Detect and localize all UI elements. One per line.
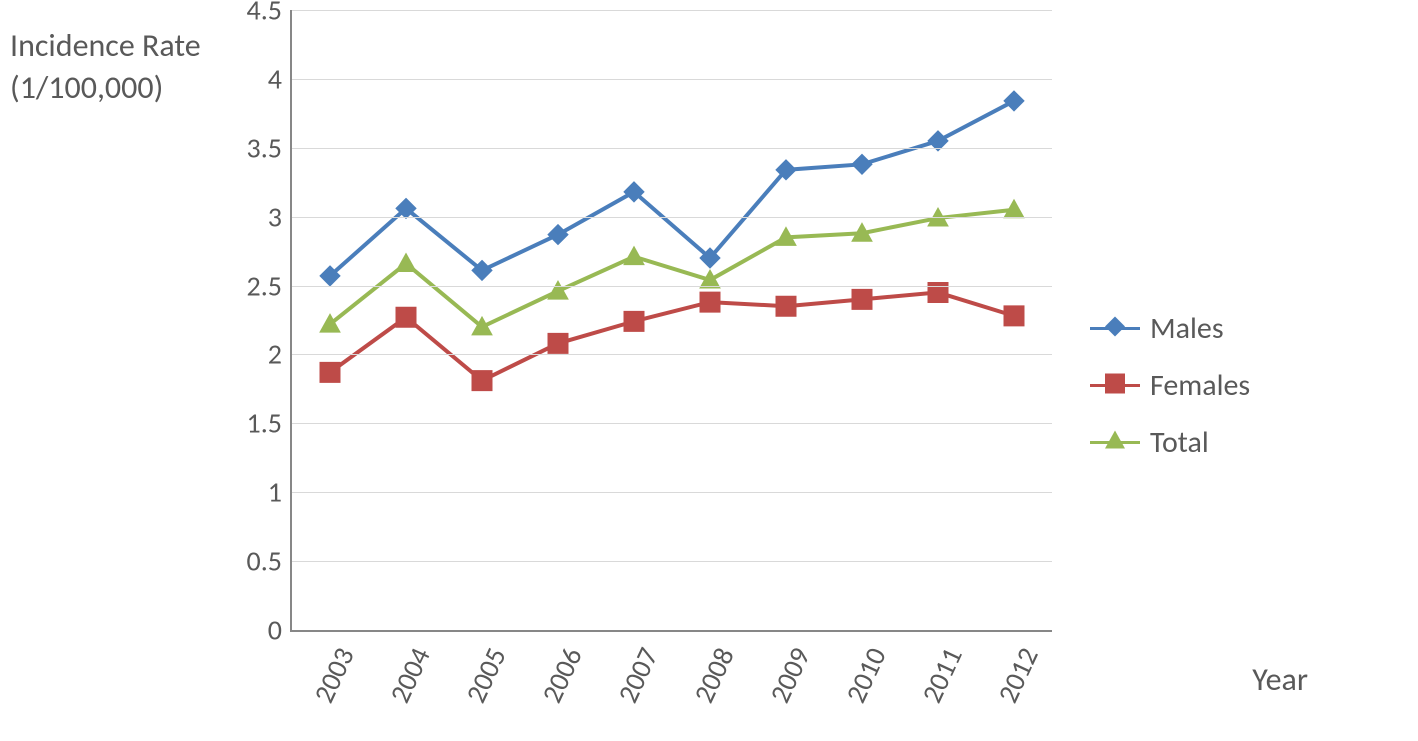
x-tick-label: 2009 (762, 642, 818, 708)
series-marker-males (852, 154, 872, 174)
gridline (292, 492, 1052, 493)
legend-item-total: Total (1090, 424, 1250, 461)
y-axis-title-line2: (1/100,000) (10, 68, 163, 107)
y-axis-title: Incidence Rate (1/100,000) (10, 25, 201, 108)
x-tick-label: 2012 (990, 642, 1046, 708)
x-tick-label: 2011 (914, 642, 970, 708)
chart-container: Incidence Rate (1/100,000) 00.511.522.53… (0, 0, 1418, 741)
y-tick-label: 3.5 (247, 130, 282, 165)
series-marker-females (852, 289, 872, 309)
series-marker-females (548, 333, 568, 353)
y-tick-label: 2 (268, 337, 282, 372)
legend-label: Males (1150, 310, 1224, 347)
series-marker-females (776, 296, 796, 316)
series-marker-total (624, 247, 644, 265)
gridline (292, 423, 1052, 424)
series-marker-females (700, 292, 720, 312)
legend-item-males: Males (1090, 310, 1250, 347)
x-tick-label: 2006 (534, 642, 590, 708)
legend-line (1090, 327, 1140, 330)
y-tick-label: 1.5 (247, 406, 282, 441)
gridline (292, 79, 1052, 80)
gridline (292, 10, 1052, 11)
legend: Males Females Total (1090, 310, 1250, 481)
x-tick-label: 2004 (382, 642, 438, 708)
y-tick-label: 4 (268, 61, 282, 96)
y-tick-label: 3 (268, 199, 282, 234)
y-tick-label: 0 (268, 613, 282, 648)
series-layer (292, 10, 1052, 630)
series-line-males (330, 101, 1014, 276)
x-tick-label: 2008 (686, 642, 742, 708)
plot-area: 00.511.522.533.544.520032004200520062007… (290, 10, 1052, 632)
series-marker-females (624, 311, 644, 331)
gridline (292, 561, 1052, 562)
series-marker-females (396, 307, 416, 327)
x-tick-label: 2003 (306, 642, 362, 708)
gridline (292, 354, 1052, 355)
gridline (292, 217, 1052, 218)
gridline (292, 148, 1052, 149)
y-tick-label: 4.5 (247, 0, 282, 28)
square-icon (1103, 371, 1127, 400)
triangle-icon (1103, 428, 1127, 457)
y-axis-title-line1: Incidence Rate (10, 26, 201, 65)
series-marker-total (396, 254, 416, 272)
series-marker-females (472, 371, 492, 391)
series-marker-males (548, 225, 568, 245)
series-marker-females (1004, 306, 1024, 326)
y-tick-label: 1 (268, 475, 282, 510)
gridline (292, 286, 1052, 287)
x-tick-label: 2007 (610, 642, 666, 708)
series-marker-males (1004, 91, 1024, 111)
x-tick-label: 2005 (458, 642, 514, 708)
y-tick-label: 0.5 (247, 544, 282, 579)
legend-label: Total (1150, 424, 1209, 461)
y-tick-label: 2.5 (247, 268, 282, 303)
series-marker-females (320, 362, 340, 382)
x-axis-title: Year (1252, 660, 1308, 699)
x-tick-label: 2010 (838, 642, 894, 708)
series-line-females (330, 292, 1014, 380)
legend-line (1090, 384, 1140, 387)
legend-item-females: Females (1090, 367, 1250, 404)
legend-label: Females (1150, 367, 1250, 404)
diamond-icon (1103, 314, 1127, 343)
legend-line (1090, 441, 1140, 444)
